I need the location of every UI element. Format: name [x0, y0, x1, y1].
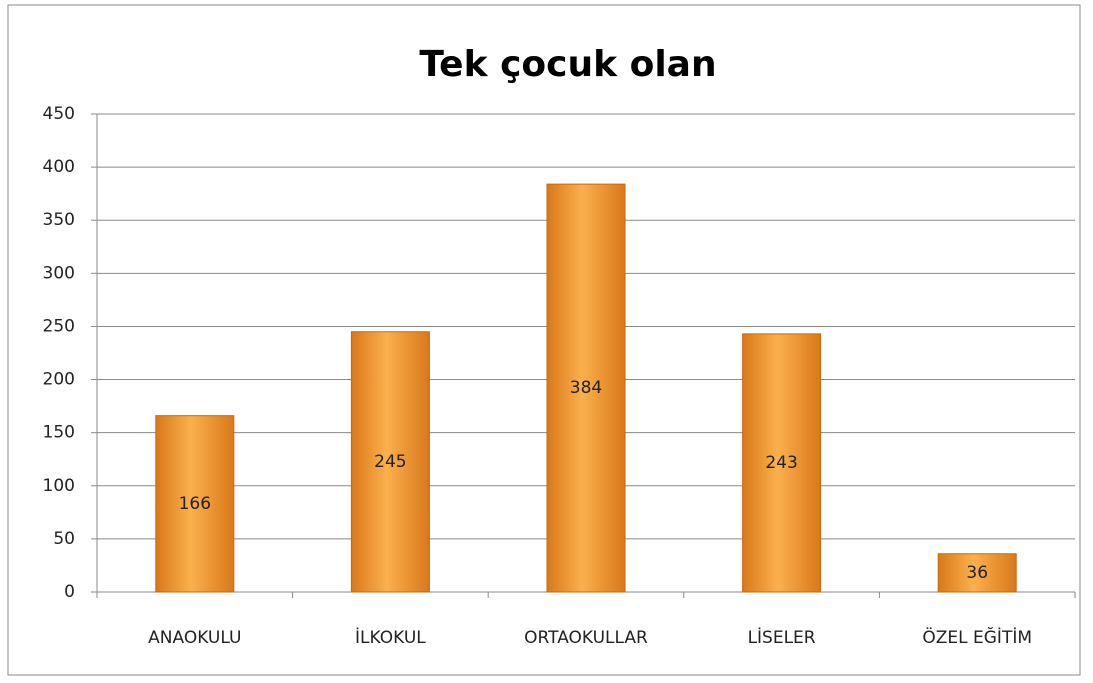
bar [155, 415, 235, 593]
y-tick-label: 250 [43, 316, 75, 336]
y-tick-label: 150 [43, 423, 75, 443]
y-tick-label: 300 [43, 263, 75, 283]
y-tick-label: 400 [43, 157, 75, 177]
y-tick-label: 350 [43, 210, 75, 230]
bar [937, 553, 1017, 593]
y-tick-label: 50 [53, 529, 75, 549]
bar [546, 183, 626, 593]
x-tick-label: LİSELER [748, 627, 816, 648]
bar [742, 333, 822, 593]
data-label: 243 [765, 453, 797, 473]
y-tick-label: 0 [64, 582, 75, 602]
y-tick-label: 200 [43, 370, 75, 390]
data-label: 36 [966, 563, 988, 583]
data-label: 245 [374, 452, 406, 472]
y-tick-label: 100 [43, 476, 75, 496]
x-tick-label: ÖZEL EĞİTİM [922, 626, 1032, 648]
bar [350, 331, 430, 593]
x-tick-label: ORTAOKULLAR [524, 628, 648, 648]
chart-title: Tek çocuk olan [419, 44, 716, 85]
data-label: 384 [570, 378, 602, 398]
x-tick-label: ANAOKULU [148, 628, 241, 648]
x-tick-label: İLKOKUL [355, 627, 426, 648]
data-label: 166 [179, 494, 211, 514]
y-tick-label: 450 [43, 104, 75, 124]
